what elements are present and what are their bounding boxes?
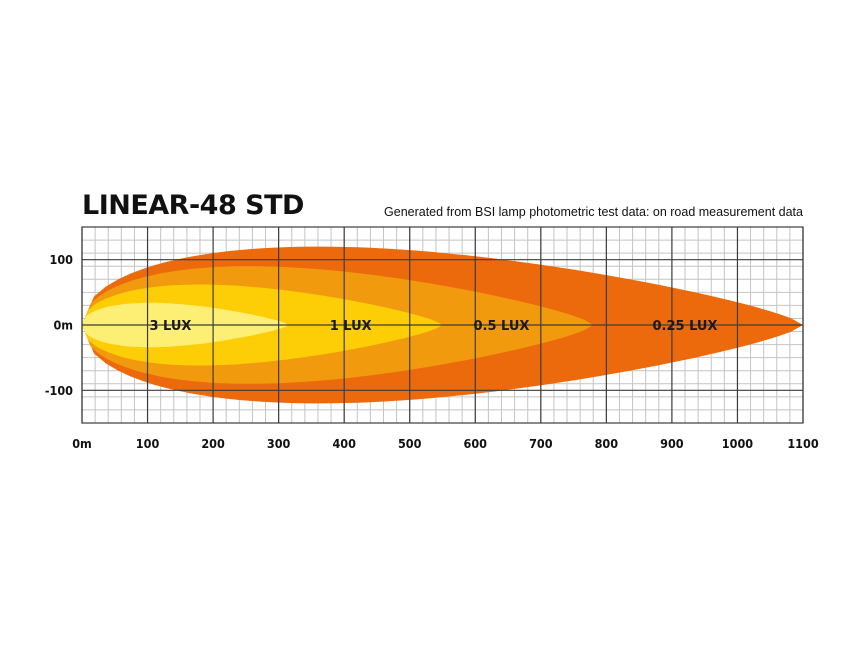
y-tick-label: 100 bbox=[50, 252, 74, 267]
chart-title: LINEAR-48 STD bbox=[82, 190, 304, 221]
zone-label-0-5-lux: 0.5 LUX bbox=[474, 319, 530, 334]
x-tick-label: 0m bbox=[72, 436, 92, 451]
x-tick-label: 300 bbox=[267, 436, 291, 451]
y-axis: 100 0m -100 bbox=[45, 252, 73, 398]
x-tick-label: 800 bbox=[595, 436, 619, 451]
x-tick-label: 1100 bbox=[787, 436, 818, 451]
x-tick-label: 900 bbox=[660, 436, 684, 451]
y-tick-label: -100 bbox=[45, 383, 73, 398]
x-tick-label: 500 bbox=[398, 436, 422, 451]
plot-border bbox=[81, 226, 804, 424]
x-tick-label: 1000 bbox=[722, 436, 753, 451]
x-tick-label: 700 bbox=[529, 436, 553, 451]
zone-labels: 0.25 LUX 0.5 LUX 1 LUX 3 LUX bbox=[149, 319, 717, 334]
x-tick-label: 100 bbox=[136, 436, 160, 451]
x-tick-label: 200 bbox=[201, 436, 225, 451]
major-grid bbox=[81, 226, 804, 424]
x-axis: 0m 100 200 300 400 500 600 700 800 900 1000 1100 bbox=[72, 436, 819, 451]
zone-label-1-lux: 1 LUX bbox=[330, 319, 372, 334]
chart-subtitle: Generated from BSI lamp photometric test… bbox=[384, 205, 803, 219]
zone-label-0-25-lux: 0.25 LUX bbox=[653, 319, 718, 334]
y-tick-label: 0m bbox=[53, 318, 73, 333]
zone-label-3-lux: 3 LUX bbox=[149, 319, 191, 334]
x-tick-label: 400 bbox=[332, 436, 356, 451]
x-tick-label: 600 bbox=[464, 436, 488, 451]
